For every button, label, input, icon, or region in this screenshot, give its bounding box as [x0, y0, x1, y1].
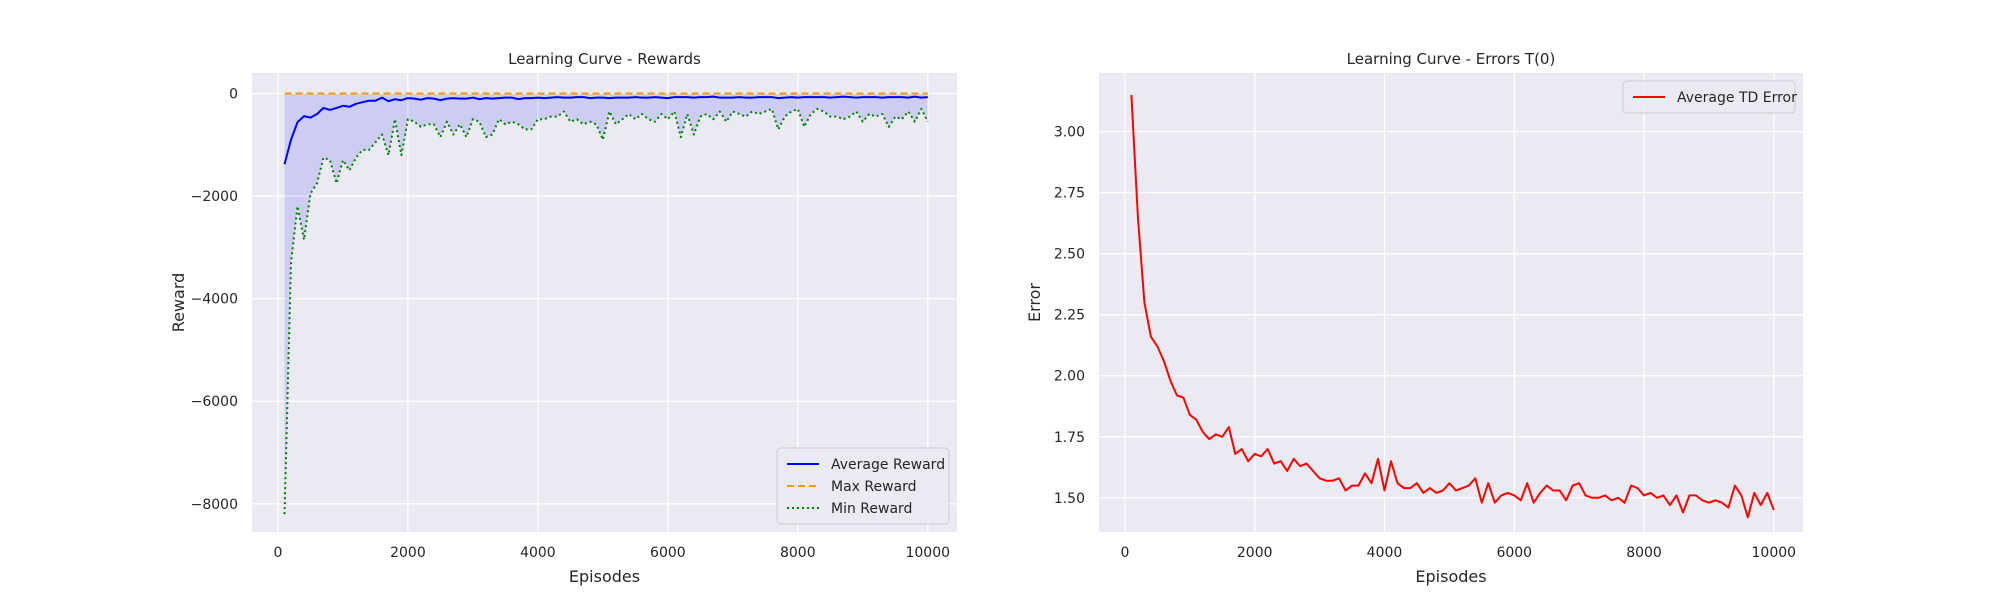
series-line-min-reward — [283, 107, 929, 515]
legend: Average Reward Max Reward Min Reward — [776, 447, 950, 525]
x-tick-label: 8000 — [780, 545, 816, 561]
fill-between-band — [284, 93, 928, 515]
legend-label: Max Reward — [831, 479, 917, 495]
series-line-average-td-error — [1130, 94, 1775, 519]
chart-1: 0 2000 4000 6000 8000 10000 0 −2000 −4000 −6000 −8… — [169, 50, 957, 586]
x-tick-label: 4000 — [1367, 545, 1403, 561]
legend-label: Min Reward — [831, 501, 912, 517]
x-tick-label: 10000 — [1752, 545, 1797, 561]
chart-2: 0 2000 4000 6000 8000 10000 1.50 1.75 2.00 2.25 2.… — [1025, 50, 1803, 586]
x-axis-label: Episodes — [569, 567, 640, 586]
y-tick-label: 3.00 — [1054, 125, 1085, 141]
y-tick-label: 1.50 — [1054, 491, 1085, 507]
y-tick-label: 2.75 — [1054, 186, 1085, 202]
chart-title: Learning Curve - Rewards — [508, 50, 701, 68]
y-tick-label: −4000 — [191, 292, 238, 308]
x-tick-label: 6000 — [650, 545, 686, 561]
x-tick-label: 2000 — [390, 545, 426, 561]
y-tick-label: 0 — [229, 87, 238, 103]
x-tick-label: 10000 — [905, 545, 950, 561]
x-tick-label: 6000 — [1496, 545, 1532, 561]
y-tick-label: 1.75 — [1054, 430, 1085, 446]
y-tick-label: −6000 — [191, 394, 238, 410]
x-tick-label: 2000 — [1237, 545, 1273, 561]
y-axis-label: Reward — [169, 273, 188, 333]
plot-area — [1099, 73, 1803, 532]
chart-title: Learning Curve - Errors T(0) — [1347, 50, 1556, 68]
legend-box — [776, 447, 950, 525]
y-tick-label: −2000 — [191, 189, 238, 205]
legend-box — [1622, 80, 1796, 114]
x-axis-label: Episodes — [1415, 567, 1486, 586]
x-tick-label: 0 — [274, 545, 283, 561]
series-line-average-reward — [283, 95, 928, 165]
x-tick-label: 4000 — [520, 545, 556, 561]
x-tick-label: 8000 — [1626, 545, 1662, 561]
y-tick-label: −8000 — [191, 497, 238, 513]
y-tick-label: 2.00 — [1054, 369, 1085, 385]
legend-label: Average Reward — [831, 457, 945, 473]
y-tick-label: 2.25 — [1054, 308, 1085, 324]
y-axis-label: Error — [1025, 283, 1044, 322]
x-tick-label: 0 — [1120, 545, 1129, 561]
legend-label: Average TD Error — [1677, 90, 1797, 106]
legend: Average TD Error — [1622, 80, 1797, 114]
y-tick-label: 2.50 — [1054, 247, 1085, 263]
